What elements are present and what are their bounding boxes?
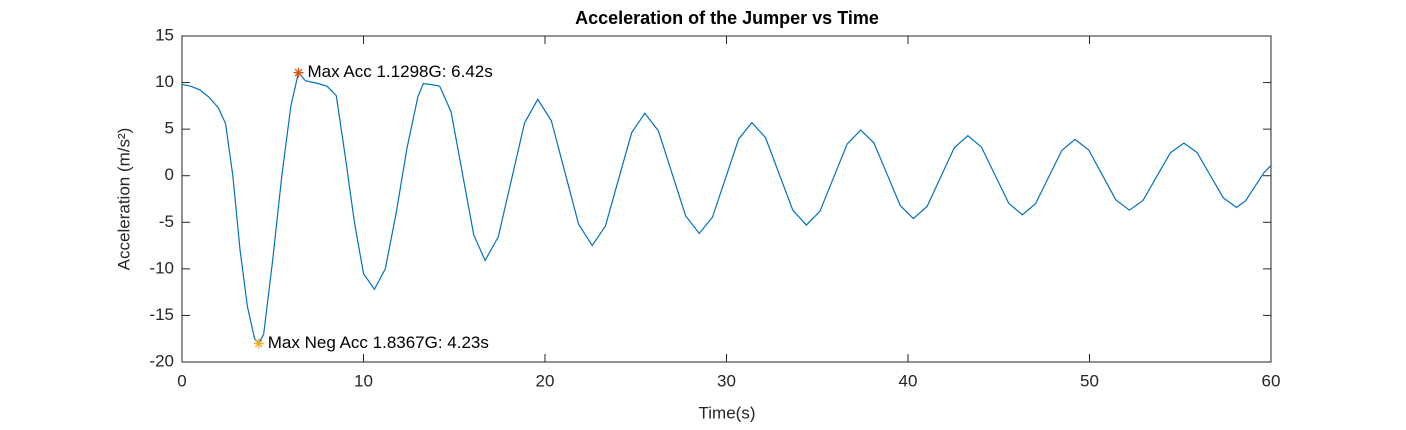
y-tick-label: 10 (155, 72, 174, 91)
marker (253, 338, 264, 349)
y-axis-label: Acceleration (m/s²) (114, 128, 133, 271)
x-tick-label: 0 (177, 371, 186, 390)
y-tick-label: -20 (149, 351, 174, 370)
y-tick-label: -10 (149, 258, 174, 277)
x-axis-label: Time(s) (699, 403, 756, 422)
axes-box (181, 35, 1272, 363)
data-line (181, 71, 1272, 345)
annotation: Max Acc 1.1298G: 6.42s (308, 62, 493, 81)
marker (293, 67, 304, 78)
x-tick-label: 20 (536, 371, 555, 390)
annotation: Max Neg Acc 1.8367G: 4.23s (268, 333, 489, 352)
x-tick-label: 30 (717, 371, 736, 390)
y-tick-label: 15 (155, 25, 174, 44)
x-tick-label: 10 (354, 371, 373, 390)
y-tick-label: -5 (159, 212, 174, 231)
x-tick-label: 40 (899, 371, 918, 390)
y-tick-label: 0 (165, 165, 174, 184)
chart-title: Acceleration of the Jumper vs Time (575, 8, 879, 28)
y-tick-label: 5 (165, 119, 174, 138)
y-tick-label: -15 (149, 305, 174, 324)
x-tick-label: 50 (1080, 371, 1099, 390)
x-tick-label: 60 (1262, 371, 1281, 390)
